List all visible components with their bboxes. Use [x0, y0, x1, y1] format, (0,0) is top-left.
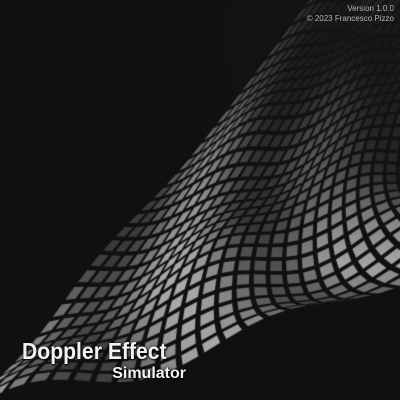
version-label: Version 1.0.0: [347, 4, 394, 13]
app-title: Doppler Effect Simulator: [22, 338, 190, 384]
app-title-line2: Simulator: [112, 365, 186, 382]
version-info: Version 1.0.0 © 2023 Francesco Pizzo: [307, 4, 394, 24]
app-title-line1: Doppler Effect: [22, 338, 167, 364]
copyright-label: © 2023 Francesco Pizzo: [306, 14, 394, 23]
